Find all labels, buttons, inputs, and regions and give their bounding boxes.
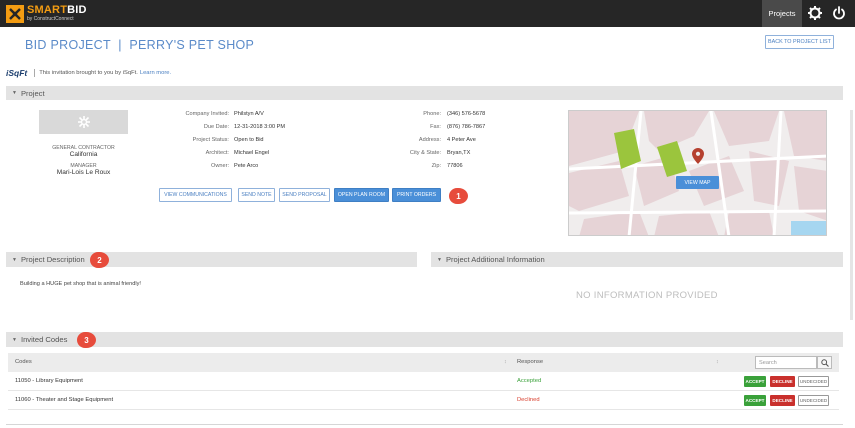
invited-codes-header[interactable]: ▼ Invited Codes bbox=[6, 332, 843, 347]
general-contractor-value: California bbox=[69, 151, 98, 158]
caret-down-icon: ▼ bbox=[12, 90, 17, 96]
project-status-label: Project Status: bbox=[192, 137, 229, 143]
sort-icon[interactable]: ↕ bbox=[716, 359, 719, 365]
bottom-divider bbox=[6, 424, 843, 425]
invitation-text: This invitation brought to you by iSqFt. bbox=[39, 70, 138, 76]
decline-button[interactable]: DECLINE bbox=[770, 395, 795, 406]
city-state-label: City & State: bbox=[409, 150, 441, 156]
project-description-header[interactable]: ▼ Project Description bbox=[6, 252, 417, 267]
top-bar: SMARTBID by ConstructConnect Projects bbox=[0, 0, 855, 27]
power-icon[interactable] bbox=[831, 5, 847, 21]
caret-down-icon: ▼ bbox=[437, 256, 442, 263]
zip-label: Zip: bbox=[431, 163, 441, 169]
map-pin-icon bbox=[692, 148, 704, 164]
send-proposal-button[interactable]: SEND PROPOSAL bbox=[279, 188, 330, 202]
fax-value: (876) 786-7867 bbox=[447, 124, 486, 130]
accept-button[interactable]: ACCEPT bbox=[744, 376, 766, 387]
codes-search-input[interactable]: Search bbox=[755, 356, 817, 369]
project-description-label: Project Description bbox=[20, 255, 85, 264]
code-name: 11050 - Library Equipment bbox=[15, 378, 83, 384]
decline-button[interactable]: DECLINE bbox=[770, 376, 795, 387]
address-label: Address: bbox=[418, 137, 441, 143]
phone-label: Phone: bbox=[423, 111, 441, 117]
sort-icon[interactable]: ↕ bbox=[504, 359, 507, 365]
callout-badge-1: 1 bbox=[449, 188, 468, 204]
open-plan-room-button[interactable]: OPEN PLAN ROOM bbox=[334, 188, 389, 202]
response-status: Accepted bbox=[517, 378, 542, 384]
accept-button[interactable]: ACCEPT bbox=[744, 395, 766, 406]
isqft-logo: iSqFt bbox=[6, 68, 28, 78]
due-date-label: Due Date: bbox=[203, 124, 229, 130]
callout-badge-3: 3 bbox=[77, 332, 96, 348]
manager-label: MANAGER bbox=[70, 163, 97, 169]
brand-title: SMARTBID bbox=[27, 4, 87, 16]
back-to-project-list-button[interactable]: BACK TO PROJECT LIST bbox=[765, 35, 834, 49]
invited-codes-label: Invited Codes bbox=[20, 335, 68, 344]
brand-subtitle: by ConstructConnect bbox=[27, 16, 74, 22]
undecided-button[interactable]: UNDECIDED bbox=[798, 376, 829, 387]
owner-label: Owner: bbox=[210, 163, 229, 169]
architect-label: Architect: bbox=[205, 150, 229, 156]
table-row: 11060 - Theater and Stage Equipment Decl… bbox=[8, 391, 839, 410]
invitation-banner: iSqFt This invitation brought to you by … bbox=[6, 68, 171, 78]
zip-value: 77806 bbox=[447, 163, 463, 169]
divider bbox=[34, 69, 36, 77]
company-invited-label: Company Invited: bbox=[185, 111, 229, 117]
code-name: 11060 - Theater and Stage Equipment bbox=[15, 397, 114, 403]
caret-down-icon: ▼ bbox=[12, 336, 17, 343]
address-value: 4 Peter Ave bbox=[447, 137, 476, 143]
project-status-value: Open to Bid bbox=[234, 137, 264, 143]
architect-value: Michael Engel bbox=[234, 150, 270, 156]
project-description-text: Building a HUGE pet shop that is animal … bbox=[20, 281, 141, 287]
send-note-button[interactable]: SEND NOTE bbox=[238, 188, 275, 202]
due-date-value: 12-31-2018 3:00 PM bbox=[234, 124, 285, 130]
city-state-value: Bryan,TX bbox=[447, 150, 471, 156]
company-invited-value: Philstyn A/V bbox=[234, 111, 264, 117]
undecided-button[interactable]: UNDECIDED bbox=[798, 395, 829, 406]
codes-table-header: Codes ↕ Response ↕ bbox=[8, 353, 839, 372]
project-section-label: Project bbox=[20, 88, 45, 98]
view-map-button[interactable]: VIEW MAP bbox=[676, 176, 719, 189]
project-additional-info-header[interactable]: ▼ Project Additional Information bbox=[431, 252, 843, 267]
contractor-logo-placeholder bbox=[39, 110, 128, 134]
manager-value: Mari-Lois Le Roux bbox=[56, 169, 111, 176]
smartbid-logo-icon bbox=[6, 4, 24, 23]
column-header-codes[interactable]: Codes bbox=[15, 359, 32, 365]
project-map[interactable] bbox=[568, 110, 827, 236]
gear-icon[interactable] bbox=[807, 5, 823, 21]
column-header-response[interactable]: Response bbox=[517, 359, 544, 365]
phone-value: (346) 576-5678 bbox=[447, 111, 486, 117]
table-row: 11050 - Library Equipment Accepted ACCEP… bbox=[8, 372, 839, 391]
no-information-text: NO INFORMATION PROVIDED bbox=[576, 290, 718, 301]
callout-badge-2: 2 bbox=[90, 252, 109, 268]
smartbid-logo[interactable]: SMARTBID by ConstructConnect bbox=[6, 3, 87, 24]
project-section-header[interactable]: ▼ Project bbox=[6, 86, 843, 100]
general-contractor-label: GENERAL CONTRACTOR bbox=[52, 145, 115, 151]
fax-label: Fax: bbox=[430, 124, 441, 130]
view-communications-button[interactable]: VIEW COMMUNICATIONS bbox=[159, 188, 232, 202]
owner-value: Pete Arco bbox=[234, 163, 259, 169]
nav-projects[interactable]: Projects bbox=[762, 0, 802, 27]
response-status: Declined bbox=[517, 397, 540, 403]
print-orders-button[interactable]: PRINT ORDERS bbox=[392, 188, 441, 202]
learn-more-link[interactable]: Learn more. bbox=[139, 70, 172, 76]
placeholder-logo-icon bbox=[77, 116, 90, 128]
search-icon[interactable] bbox=[817, 356, 832, 369]
page-title: BID PROJECT | PERRY'S PET SHOP bbox=[25, 38, 255, 52]
page-scrollbar[interactable] bbox=[850, 110, 853, 320]
project-additional-info-label: Project Additional Information bbox=[445, 255, 545, 264]
caret-down-icon: ▼ bbox=[12, 256, 17, 263]
